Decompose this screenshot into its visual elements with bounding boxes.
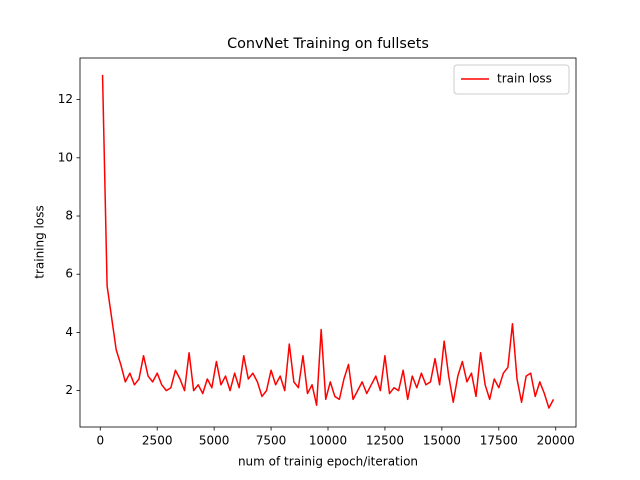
x-tick-label: 5000 [199,434,230,448]
y-tick-label: 12 [58,92,73,106]
line-series [101,74,555,409]
legend-box [453,64,570,95]
y-tick-label: 4 [65,325,73,339]
plot-frame [79,57,577,428]
x-tick-label: 15000 [423,434,461,448]
x-tick-label: 0 [96,434,104,448]
x-tick-label: 12500 [366,434,404,448]
x-axis-label: num of trainig epoch/iteration [238,455,418,469]
y-tick-label: 10 [58,150,73,164]
legend-label: train loss [497,72,552,86]
y-tick-label: 6 [65,267,73,281]
chart-title: ConvNet Training on fullsets [227,36,429,52]
y-tick-label: 2 [65,383,73,397]
y-tick-label: 8 [65,209,73,223]
x-tick-label: 20000 [537,434,575,448]
x-tick-label: 17500 [480,434,518,448]
x-tick-label: 2500 [142,434,173,448]
x-tick-label: 10000 [309,434,347,448]
y-axis-label: training loss [33,205,47,278]
x-tick-label: 7500 [256,434,287,448]
